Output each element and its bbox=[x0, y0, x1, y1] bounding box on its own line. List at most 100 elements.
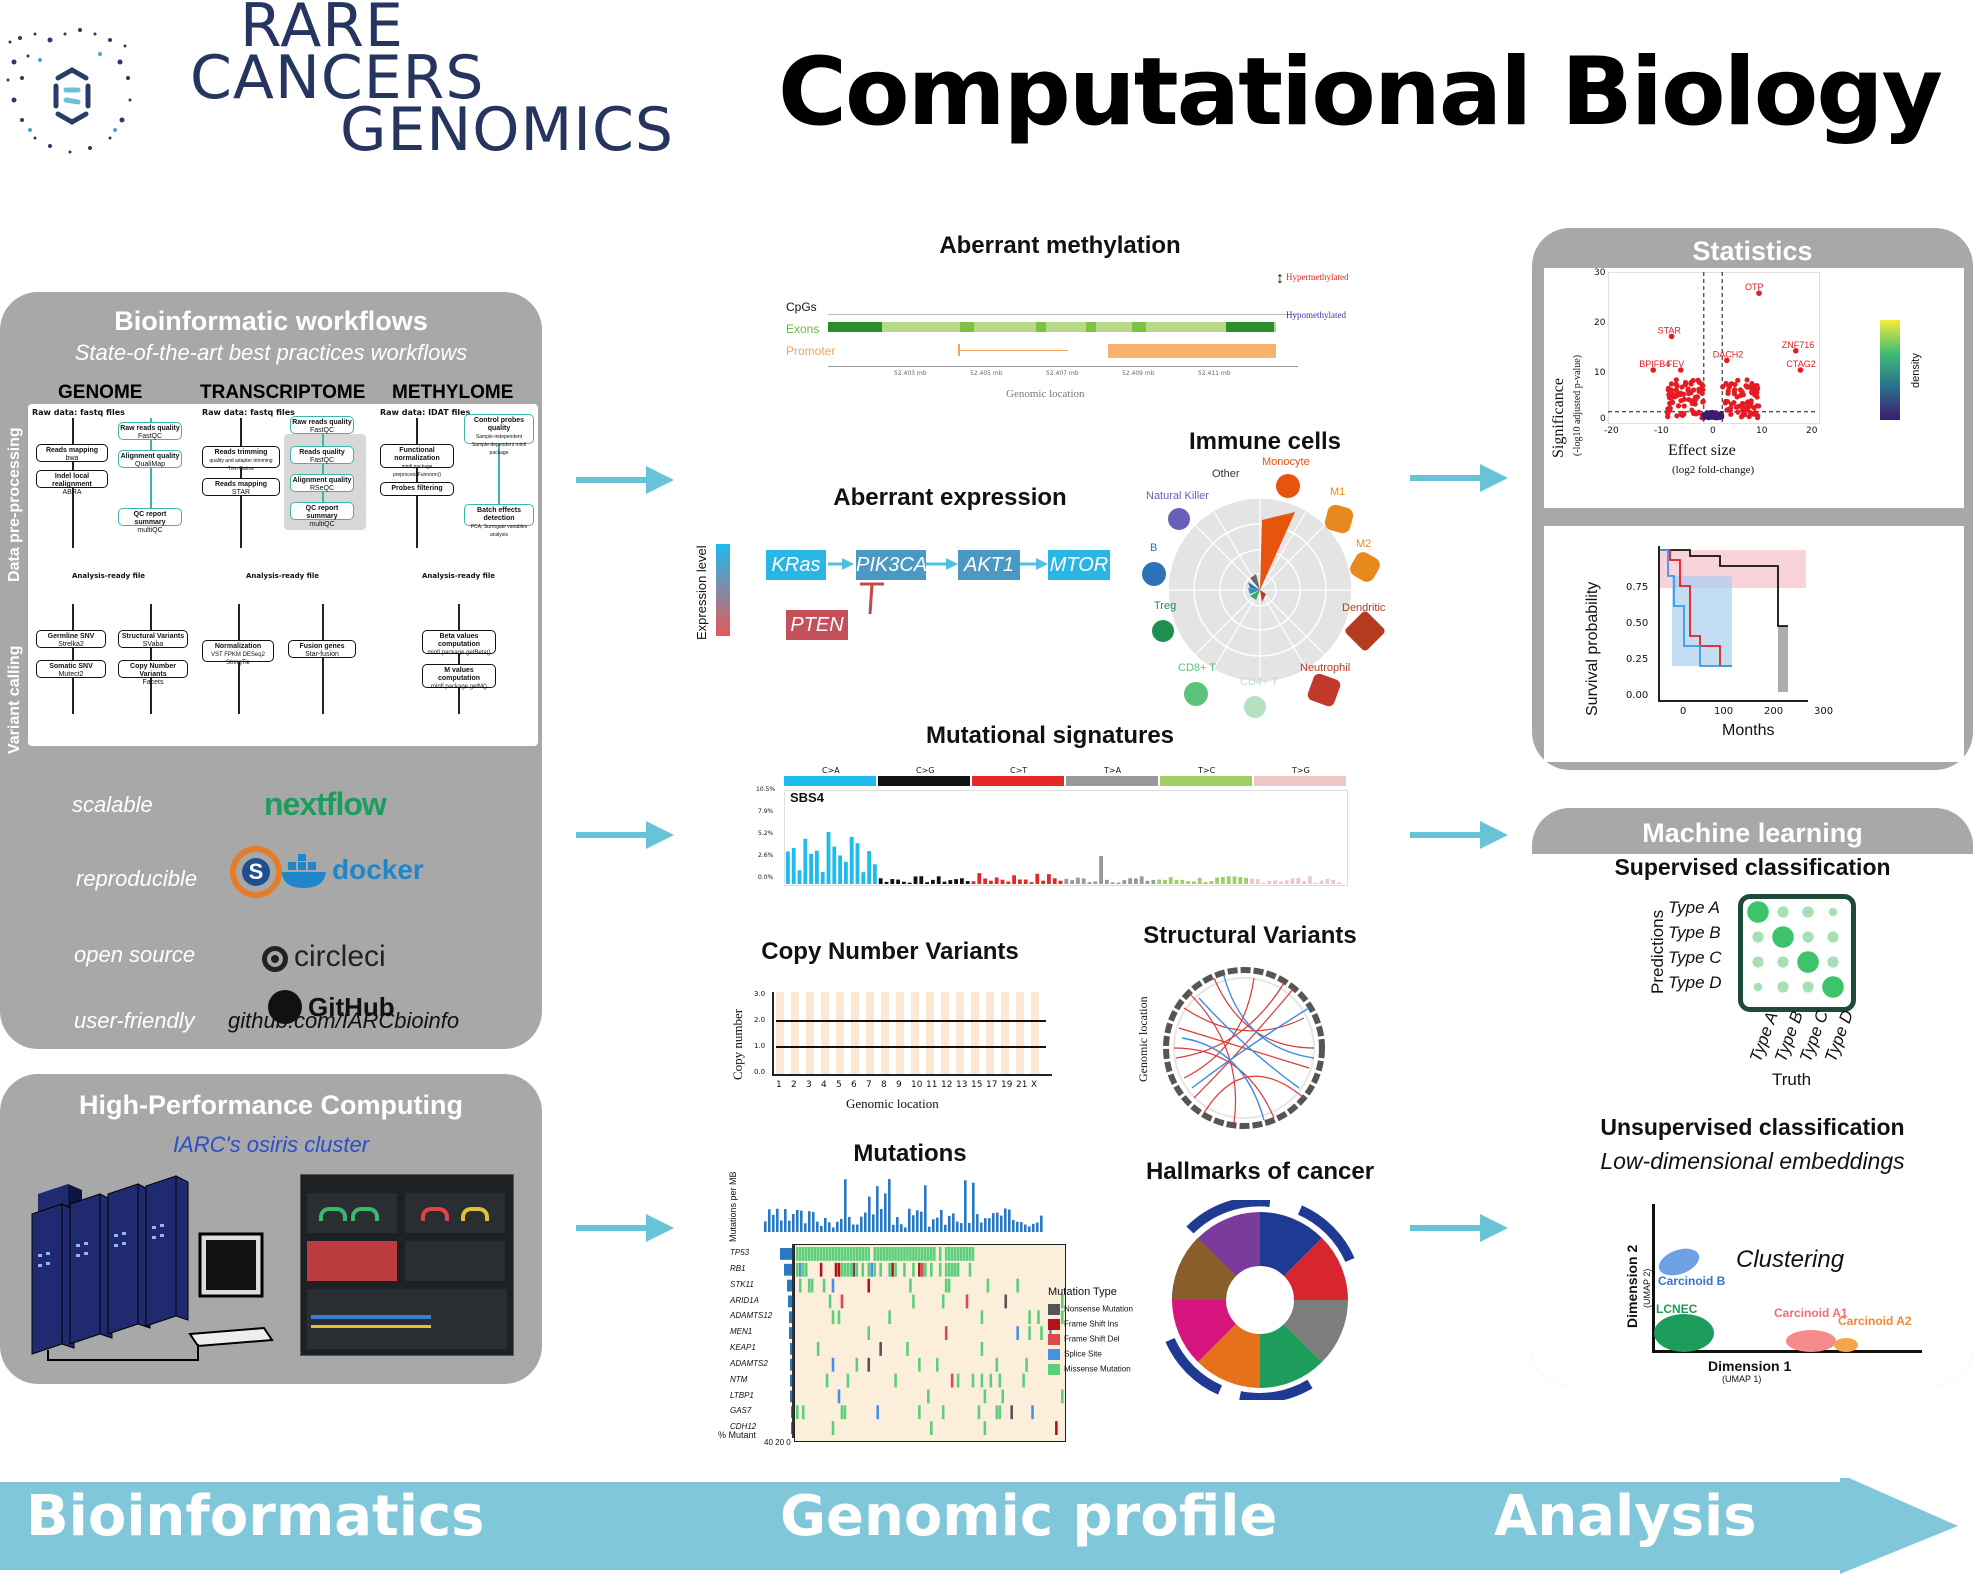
oncoplot-cell bbox=[849, 1262, 853, 1277]
signature-bar bbox=[1284, 880, 1289, 884]
signature-bar bbox=[1273, 880, 1277, 884]
tmb-bar bbox=[1036, 1222, 1039, 1232]
signature-bar bbox=[1313, 882, 1318, 884]
volcano-point bbox=[1744, 400, 1750, 406]
oncoplot-cell bbox=[995, 1405, 999, 1420]
cnv-band bbox=[896, 992, 904, 1074]
oncoplot-cell bbox=[935, 1357, 939, 1372]
tmb-bar bbox=[824, 1217, 827, 1232]
oncoplot-cell bbox=[912, 1262, 915, 1277]
tmb-bar bbox=[836, 1221, 839, 1232]
signature-bar bbox=[936, 876, 941, 884]
volcano-point bbox=[1754, 382, 1760, 389]
tmb-bar bbox=[972, 1182, 975, 1232]
meth-xlabel: Genomic location bbox=[1006, 388, 1085, 400]
github-url-link[interactable]: github.com/IARCbioinfo bbox=[228, 1008, 460, 1033]
oncoplot-cell bbox=[941, 1405, 945, 1420]
oncoplot-cell bbox=[918, 1247, 921, 1261]
signature-plot: C>A C>G C>T T>A T>C T>G SBS4 10.5% 7.9% … bbox=[750, 766, 1350, 896]
oncoplot-cell bbox=[843, 1405, 847, 1420]
signature-bar bbox=[913, 876, 918, 884]
oncoplot-cell bbox=[831, 1310, 835, 1325]
oncoplot-cell bbox=[870, 1262, 874, 1277]
tmb-bar bbox=[876, 1186, 879, 1232]
volcano-point bbox=[1727, 405, 1734, 411]
methylation-title: Aberrant methylation bbox=[939, 232, 1181, 259]
oncoplot-cell bbox=[825, 1247, 829, 1261]
oncoplot-cell bbox=[909, 1278, 912, 1293]
transcriptome-raw: Raw data: fastq files bbox=[202, 408, 295, 417]
signature-bar bbox=[1209, 881, 1214, 884]
expression-ylabel: Expression level bbox=[694, 545, 709, 640]
volcano-ylabel: Significance bbox=[1550, 378, 1567, 458]
tmb-bar bbox=[968, 1223, 971, 1232]
tmb-bar bbox=[960, 1223, 963, 1232]
volcano-ytick: 30 bbox=[1594, 268, 1606, 278]
oncoplot-cell bbox=[891, 1247, 894, 1261]
oncoplot-cell bbox=[855, 1247, 859, 1261]
confusion-cell bbox=[1777, 906, 1789, 918]
signature-bar bbox=[1325, 878, 1330, 884]
oncoplot-cell bbox=[798, 1262, 802, 1277]
volcano-gene-label: ZNF716 bbox=[1782, 340, 1815, 350]
oncoplot-cell bbox=[855, 1357, 859, 1372]
oncoplot-cell bbox=[879, 1247, 882, 1261]
class-bar bbox=[1066, 776, 1158, 786]
cnv-chromosome-bands bbox=[776, 992, 1039, 1074]
oncoplot-cell bbox=[930, 1262, 933, 1277]
tmb-bar bbox=[952, 1213, 955, 1232]
tmb-bar bbox=[816, 1221, 819, 1232]
oncoplot-cell bbox=[1028, 1310, 1031, 1325]
oncoplot-cell bbox=[900, 1247, 903, 1261]
transcriptome-qc-reads: Reads quality FastQC bbox=[290, 446, 354, 464]
volcano-point bbox=[1691, 409, 1697, 416]
volcano-point bbox=[1739, 402, 1745, 409]
oncoplot-cell bbox=[965, 1294, 969, 1309]
oncoplot-cell bbox=[825, 1373, 829, 1388]
cnv-chrom-label: 1 bbox=[776, 1080, 782, 1090]
cnv-chrom-label: 4 bbox=[821, 1080, 827, 1090]
oncoplot-cell bbox=[867, 1326, 871, 1340]
class-label: C>A bbox=[822, 766, 840, 775]
oncoplot-cell bbox=[947, 1262, 951, 1277]
surv-ytick: 0.75 bbox=[1626, 582, 1649, 593]
cluster-label: LCNEC bbox=[1656, 1302, 1698, 1316]
signature-bar bbox=[1244, 877, 1248, 884]
tmb-bar bbox=[936, 1217, 939, 1232]
signature-bar bbox=[809, 853, 813, 884]
cnv-segment bbox=[776, 1020, 1046, 1022]
signature-bar bbox=[1023, 879, 1028, 884]
meth-tick: 52.409 mb bbox=[1122, 370, 1155, 377]
cnv-chrom-label: 13 bbox=[956, 1080, 968, 1090]
signature-bar bbox=[1012, 875, 1016, 884]
oncoplot-cell bbox=[941, 1294, 945, 1309]
volcano-point bbox=[1724, 357, 1730, 364]
volcano-point bbox=[1739, 389, 1745, 395]
tmb-bar bbox=[920, 1211, 923, 1232]
genome-step-indel: Indel local realignment ABRA bbox=[36, 470, 108, 496]
genome-analysis-ready: Analysis-ready file bbox=[72, 572, 145, 580]
immune-treg: Treg bbox=[1154, 600, 1177, 612]
volcano-point bbox=[1678, 367, 1684, 373]
volcano-gene-label: FEV bbox=[1667, 359, 1685, 369]
tmb-bar bbox=[940, 1209, 943, 1232]
oncoplot-cell bbox=[846, 1262, 850, 1277]
value-reproducible: reproducible bbox=[76, 866, 198, 891]
signature-bar bbox=[1087, 882, 1092, 884]
oncoplot-cell bbox=[1040, 1326, 1043, 1340]
oncoplot-cell bbox=[807, 1278, 811, 1293]
tmb-bar bbox=[1040, 1215, 1043, 1232]
signature-bar bbox=[1058, 880, 1063, 884]
tmb-bar bbox=[776, 1208, 779, 1232]
volcano-ytick: 10 bbox=[1594, 368, 1606, 378]
row-cpgs: CpGs bbox=[786, 300, 817, 314]
logo-line-3: GENOMICS bbox=[340, 95, 674, 165]
cnv-chrom-label: 7 bbox=[866, 1080, 872, 1090]
oncoplot-gene-label: ARID1A bbox=[730, 1295, 759, 1305]
confusion-cell bbox=[1802, 931, 1814, 943]
signature-bar bbox=[1203, 882, 1208, 884]
volcano-point bbox=[1754, 415, 1761, 421]
signature-bar bbox=[1134, 878, 1138, 884]
oncoplot-cell bbox=[944, 1278, 948, 1293]
oncoplot-cell bbox=[840, 1262, 844, 1277]
